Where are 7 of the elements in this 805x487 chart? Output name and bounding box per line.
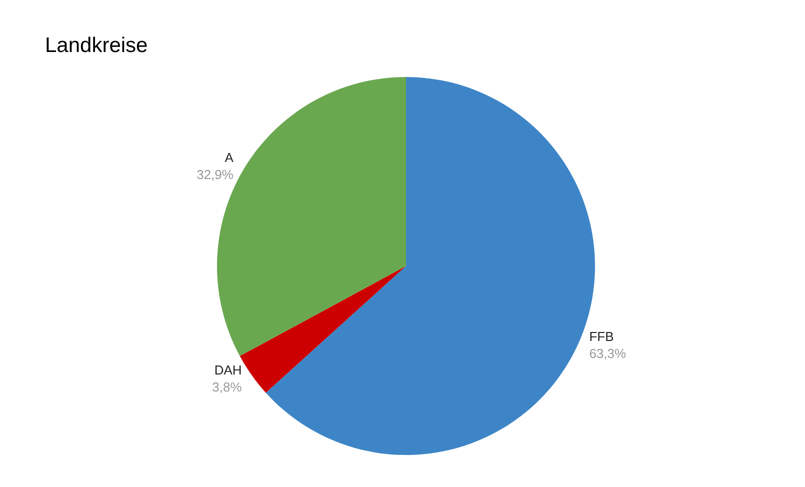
slice-label: DAH [214,362,242,378]
data-label: 3,8% [212,380,242,395]
data-label: 32,9% [196,167,234,182]
slice-label: A [224,150,234,166]
slice-label: FFB [589,329,614,344]
chart-title: Landkreise [45,34,148,57]
data-label: 63,3% [589,346,627,362]
